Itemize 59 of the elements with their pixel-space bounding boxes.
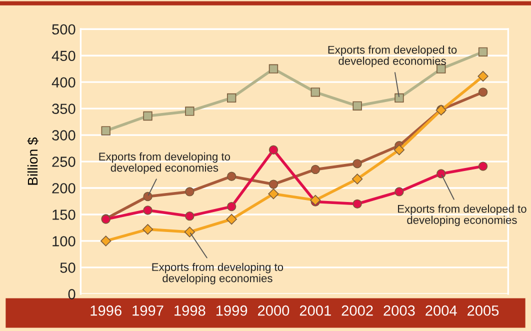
annotation: Exports from developing to developed economies (99, 152, 230, 174)
point (268, 145, 278, 154)
point (310, 194, 321, 206)
x-tick-label: 1997 (132, 305, 164, 316)
point (352, 101, 362, 111)
x-tick-label: 1998 (174, 305, 206, 316)
point (268, 180, 278, 189)
y-tick-label: 250 (52, 156, 76, 167)
y-tick-label: 450 (52, 50, 76, 62)
y-tick-label: 500 (52, 24, 76, 35)
point (352, 199, 362, 208)
point (394, 187, 404, 196)
y-axis-title: Billion $ (27, 137, 38, 185)
x-tick-label: 1996 (90, 305, 122, 316)
point (478, 162, 488, 171)
point (478, 88, 488, 97)
point (226, 202, 236, 212)
point (352, 159, 362, 168)
point (478, 70, 488, 82)
point (436, 169, 446, 178)
x-tick-label: 2002 (342, 305, 373, 316)
point (268, 188, 279, 200)
x-tick-label: 2003 (384, 305, 415, 316)
point (185, 106, 194, 116)
point (226, 214, 237, 225)
annotation: Exports from developed to developed economies (328, 46, 457, 68)
x-tick-label: 1999 (216, 305, 248, 316)
x-tick-label: 2005 (468, 305, 499, 316)
point (268, 64, 278, 74)
y-tick-label: 50 (60, 262, 76, 273)
point (394, 144, 405, 156)
point (310, 88, 320, 97)
point (394, 93, 404, 103)
point (184, 226, 195, 238)
point (478, 47, 488, 56)
annotation: Exports from developing to developing economies (152, 262, 284, 284)
point (185, 187, 194, 196)
y-tick-label: 400 (52, 77, 76, 88)
point (226, 93, 236, 103)
point (143, 192, 152, 202)
point (352, 174, 363, 184)
point (226, 172, 236, 181)
y-tick-label: 0 (68, 289, 76, 300)
y-tick-label: 300 (52, 130, 76, 140)
point (142, 224, 154, 235)
x-tick-label: 2000 (258, 305, 290, 316)
y-tick-label: 100 (52, 236, 76, 246)
x-tick-label: 2004 (426, 305, 457, 316)
y-tick-label: 200 (52, 183, 76, 194)
y-tick-label: 150 (52, 210, 76, 220)
point (310, 164, 320, 174)
point (143, 206, 152, 215)
point (101, 126, 110, 136)
point (143, 111, 152, 121)
annotation: Exports from developed to developing economies (398, 204, 526, 226)
x-tick-label: 2001 (300, 305, 331, 316)
point (100, 236, 112, 246)
y-tick-label: 350 (52, 104, 76, 114)
point (185, 211, 194, 221)
